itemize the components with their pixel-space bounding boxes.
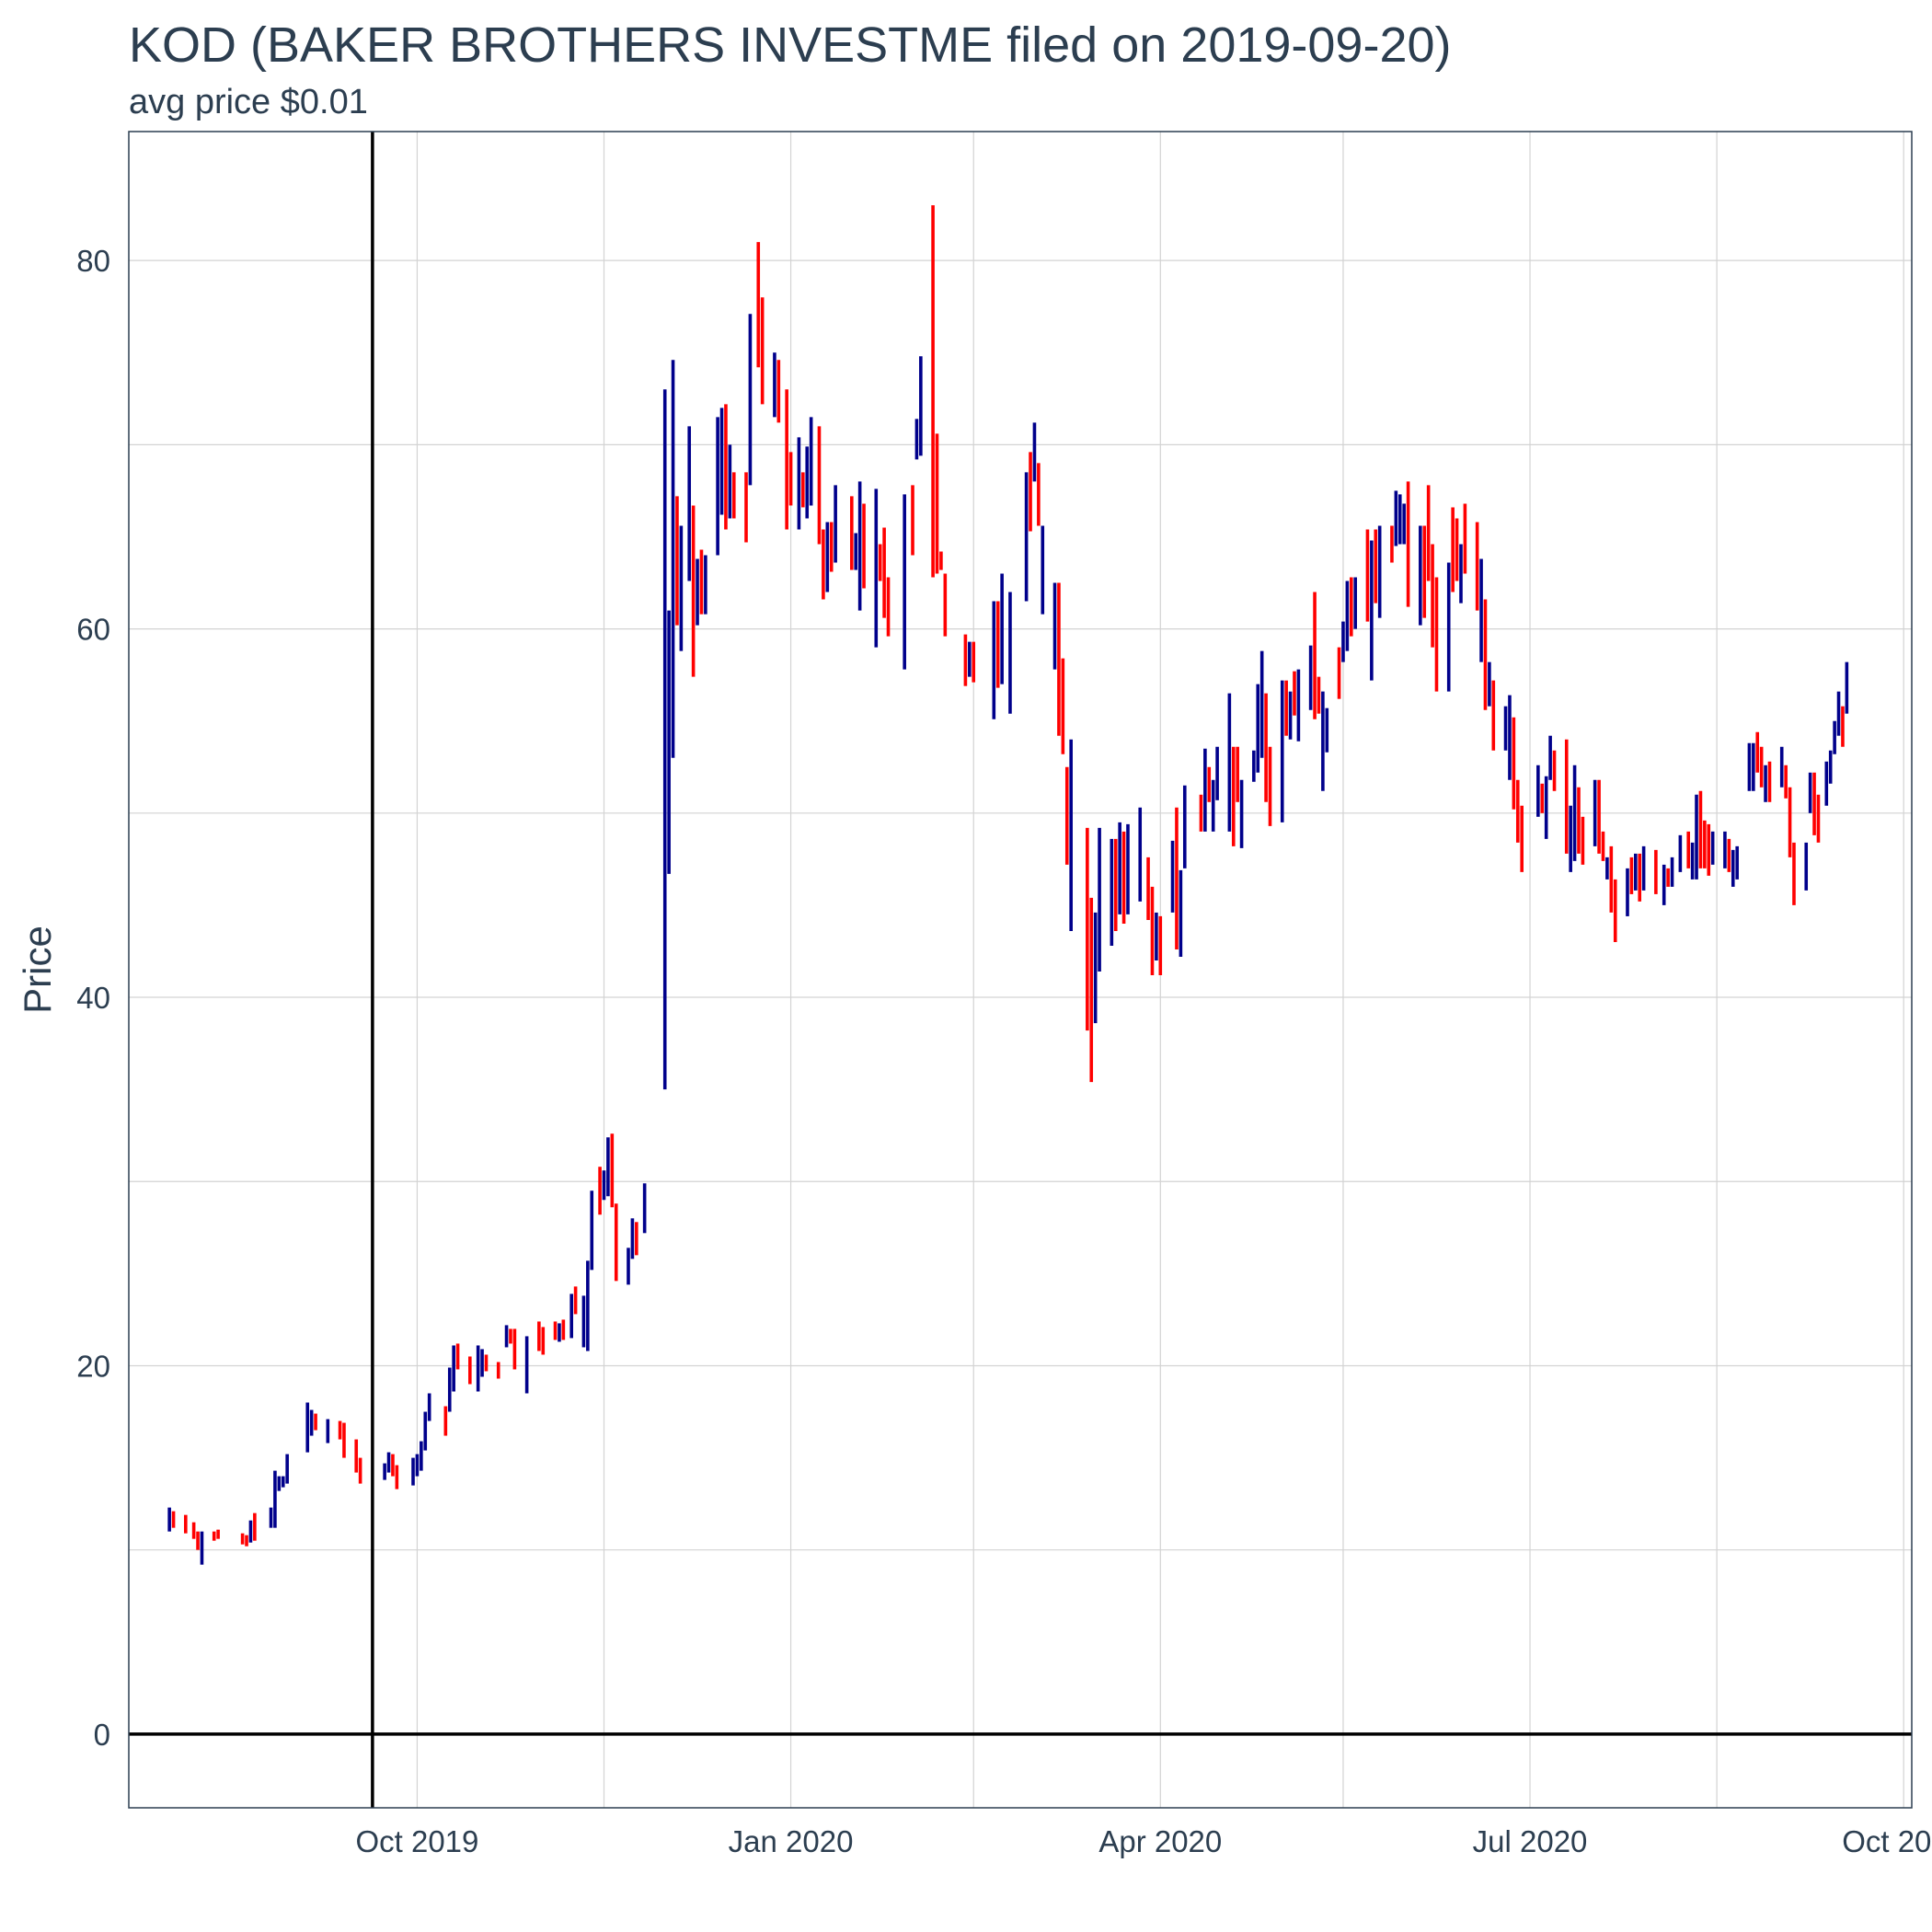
x-tick-label: Apr 2020: [1098, 1824, 1222, 1858]
y-tick-label: 80: [76, 244, 110, 278]
reference-lines: [129, 132, 1912, 1808]
x-tick-label: Oct 2020: [1842, 1824, 1932, 1858]
y-tick-label: 60: [76, 613, 110, 647]
y-tick-label: 20: [76, 1349, 110, 1383]
gridlines: [129, 132, 1912, 1808]
y-tick-label: 0: [94, 1718, 110, 1752]
chart-subtitle: avg price $0.01: [129, 83, 368, 121]
x-tick-label: Jan 2020: [729, 1824, 854, 1858]
y-axis-title: Price: [16, 926, 59, 1014]
panel-border: [128, 131, 1913, 1809]
x-tick-label: Oct 2019: [355, 1824, 478, 1858]
y-tick-label: 40: [76, 981, 110, 1015]
price-bars: [167, 205, 1849, 1565]
y-axis-tick-labels: 0 20 40 60 80: [76, 244, 110, 1752]
chart-title: KOD (BAKER BROTHERS INVESTME filed on 20…: [129, 17, 1452, 73]
x-tick-label: Jul 2020: [1473, 1824, 1588, 1858]
x-axis-tick-labels: Oct 2019 Jan 2020 Apr 2020 Jul 2020 Oct 2020: [355, 1824, 1932, 1858]
